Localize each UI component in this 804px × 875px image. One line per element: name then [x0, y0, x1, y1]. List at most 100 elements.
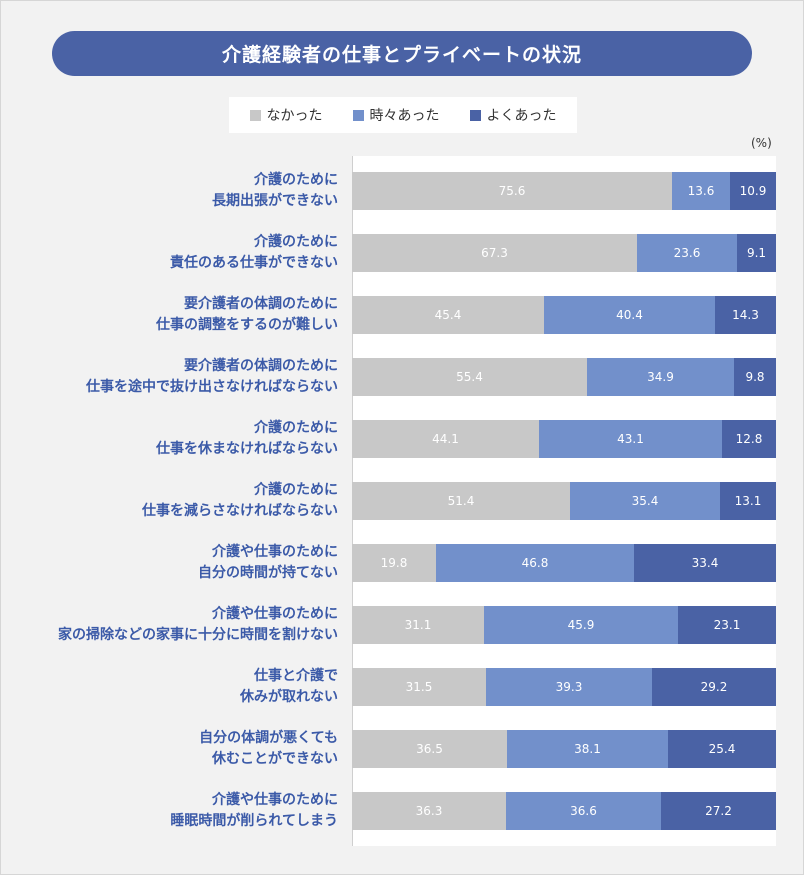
data-label: 39.3 — [555, 680, 583, 694]
bar-often: 23.1 — [678, 606, 776, 644]
category-label: 介護のために責任のある仕事ができない — [20, 233, 338, 273]
category-label-line: 要介護者の体調のために — [184, 296, 338, 312]
data-label: 55.4 — [456, 370, 483, 384]
bar-often: 14.3 — [715, 296, 776, 334]
category-label-line: 仕事と介護で — [254, 668, 338, 684]
category-label-line: 休みが取れない — [240, 689, 338, 705]
legend-label-none: なかった — [266, 108, 323, 124]
category-label: 介護のために長期出張ができない — [20, 171, 338, 211]
category-label-line: 介護のために — [254, 234, 338, 250]
category-label-line: 介護や仕事のために — [212, 544, 338, 560]
bar-sometimes: 35.4 — [570, 482, 720, 520]
category-label: 介護や仕事のために睡眠時間が削られてしまう — [20, 791, 338, 831]
bar-none: 67.3 — [352, 234, 637, 272]
bar-often: 10.9 — [730, 172, 776, 210]
data-label: 36.5 — [416, 742, 443, 756]
legend-swatch-sometimes — [352, 109, 364, 121]
bar-sometimes: 40.4 — [544, 296, 715, 334]
bar-none: 19.8 — [352, 544, 436, 582]
legend-item-often: よくあった — [469, 105, 557, 125]
category-label-line: 責任のある仕事ができない — [170, 255, 338, 271]
bar-none: 31.1 — [352, 606, 484, 644]
data-label: 43.1 — [617, 432, 644, 446]
bar-sometimes: 43.1 — [539, 420, 722, 458]
category-label: 自分の体調が悪くても 休むことができない — [20, 729, 338, 769]
data-label: 10.9 — [739, 184, 767, 198]
category-label: 仕事と介護で休みが取れない — [20, 667, 338, 707]
data-label: 14.3 — [732, 308, 759, 322]
category-label-line: 仕事を休まなければならない — [156, 441, 338, 457]
data-label: 23.1 — [713, 618, 741, 632]
legend-swatch-none — [249, 109, 261, 121]
legend-item-none: なかった — [249, 105, 323, 125]
bar-sometimes: 38.1 — [507, 730, 668, 768]
data-label: 19.8 — [380, 556, 408, 570]
data-label: 9.8 — [745, 370, 765, 384]
bar-sometimes: 36.6 — [506, 792, 661, 830]
category-label-line: 自分の時間が持てない — [198, 565, 338, 581]
category-label-line: 長期出張ができない — [212, 193, 338, 209]
data-label: 25.4 — [708, 742, 736, 756]
category-label-line: 介護のために — [254, 482, 338, 498]
category-label-line: 睡眠時間が削られてしまう — [170, 813, 338, 829]
bar-none: 75.6 — [352, 172, 672, 210]
bar-often: 27.2 — [661, 792, 776, 830]
data-label: 51.4 — [447, 494, 475, 508]
bar-sometimes: 34.9 — [587, 358, 734, 396]
data-label: 46.8 — [521, 556, 549, 570]
data-label: 13.6 — [687, 184, 715, 198]
data-label: 27.2 — [705, 804, 732, 818]
bar-none: 36.5 — [352, 730, 507, 768]
data-label: 44.1 — [432, 432, 459, 446]
legend-item-sometimes: 時々あった — [352, 105, 440, 125]
data-label: 36.3 — [415, 804, 443, 818]
data-label: 40.4 — [616, 308, 643, 322]
bar-often: 13.1 — [720, 482, 776, 520]
category-label-line: 仕事の調整をするのが難しい — [156, 317, 338, 333]
data-label: 35.4 — [631, 494, 659, 508]
bar-none: 55.4 — [352, 358, 587, 396]
legend-label-sometimes: 時々あった — [369, 108, 440, 124]
data-label: 31.1 — [404, 618, 432, 632]
data-label: 12.8 — [735, 432, 763, 446]
data-label: 38.1 — [574, 742, 601, 756]
category-label: 介護のために仕事を休まなければならない — [20, 419, 338, 459]
data-label: 13.1 — [734, 494, 762, 508]
category-label-line: 介護や仕事のために — [212, 792, 338, 808]
bar-sometimes: 39.3 — [486, 668, 652, 706]
data-label: 75.6 — [498, 184, 526, 198]
bar-often: 12.8 — [722, 420, 776, 458]
category-label: 介護や仕事のために 家の掃除などの家事に十分に時間を割けない — [20, 605, 338, 645]
bar-sometimes: 23.6 — [637, 234, 737, 272]
data-label: 9.1 — [746, 246, 767, 260]
legend-label-often: よくあった — [486, 108, 557, 124]
bar-often: 25.4 — [668, 730, 776, 768]
data-label: 34.9 — [647, 370, 674, 384]
data-label: 36.6 — [570, 804, 597, 818]
unit-label: (%) — [751, 136, 772, 150]
category-label-line: 仕事を途中で抜け出さなければならない — [86, 379, 338, 395]
bar-none: 51.4 — [352, 482, 570, 520]
data-label: 31.5 — [405, 680, 433, 694]
title-banner: 介護経験者の仕事とプライベートの状況 — [52, 31, 752, 76]
category-label-line: 家の掃除などの家事に十分に時間を割けない — [58, 627, 338, 643]
bar-sometimes: 46.8 — [436, 544, 634, 582]
bar-sometimes: 45.9 — [484, 606, 678, 644]
bar-none: 36.3 — [352, 792, 506, 830]
category-label: 介護や仕事のために自分の時間が持てない — [20, 543, 338, 583]
data-label: 33.4 — [691, 556, 719, 570]
data-label: 45.4 — [434, 308, 462, 322]
data-label: 67.3 — [481, 246, 508, 260]
data-label: 45.9 — [567, 618, 595, 632]
bar-often: 29.2 — [652, 668, 776, 706]
bar-none: 44.1 — [352, 420, 539, 458]
chart-title: 介護経験者の仕事とプライベートの状況 — [221, 44, 582, 66]
bar-sometimes: 13.6 — [672, 172, 730, 210]
category-label: 要介護者の体調のために 仕事を途中で抜け出さなければならない — [20, 357, 338, 397]
category-label-line: 介護のために — [254, 420, 338, 436]
category-label-line: 介護のために — [254, 172, 338, 188]
data-label: 23.6 — [673, 246, 701, 260]
bar-often: 33.4 — [634, 544, 776, 582]
bar-often: 9.8 — [734, 358, 776, 396]
category-label: 介護のために 仕事を減らさなければならない — [20, 481, 338, 521]
